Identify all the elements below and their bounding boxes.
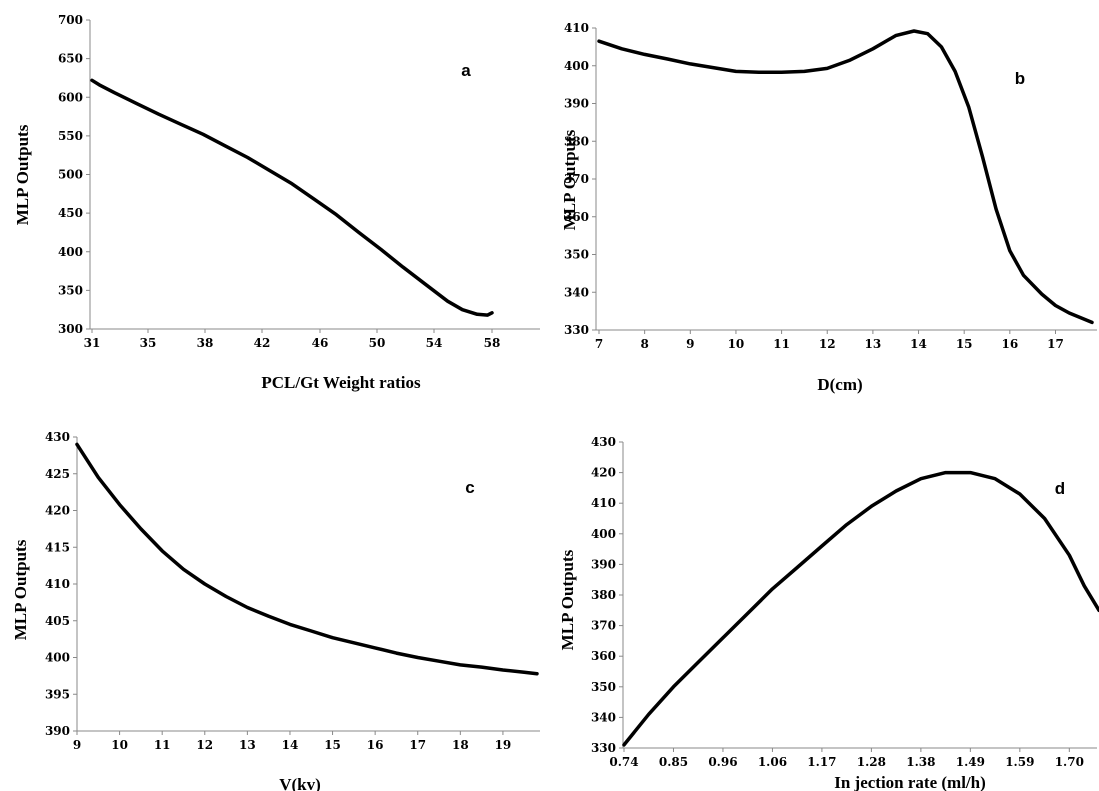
x-tick-label: 42 xyxy=(254,336,271,350)
y-tick-label: 425 xyxy=(45,467,70,481)
y-tick-label: 390 xyxy=(45,724,70,738)
y-tick-label: 410 xyxy=(591,496,616,510)
y-tick-label: 360 xyxy=(591,649,616,663)
y-tick-label: 300 xyxy=(58,322,83,336)
y-tick-label: 415 xyxy=(45,540,70,554)
y-tick-label: 360 xyxy=(564,210,589,224)
x-tick-label: 10 xyxy=(111,738,128,752)
y-tick-label: 380 xyxy=(564,134,589,148)
x-tick-label: 54 xyxy=(426,336,443,350)
y-tick-label: 350 xyxy=(591,680,616,694)
x-tick-label: 12 xyxy=(819,337,836,351)
x-tick-label: 8 xyxy=(640,337,648,351)
y-tick-label: 400 xyxy=(45,651,70,665)
x-tick-label: 15 xyxy=(324,738,341,752)
x-tick-label: 35 xyxy=(140,336,157,350)
series-line xyxy=(90,78,494,317)
x-tick-label: 13 xyxy=(865,337,882,351)
chart-panel-b: 330 340 350 360 370 380 390 400 410 7 8 9 10 11 12 13 14… xyxy=(560,21,1097,394)
y-tick-label: 370 xyxy=(591,619,616,633)
y-tick-label: 410 xyxy=(45,577,70,591)
y-axis-label: MLP Outputs xyxy=(13,124,32,225)
x-tick-label: 10 xyxy=(728,337,745,351)
x-tick-label: 1.70 xyxy=(1055,755,1084,769)
x-tick-label: 7 xyxy=(595,337,603,351)
x-tick-label: 1.28 xyxy=(857,755,886,769)
y-tick-label: 430 xyxy=(45,430,70,444)
y-tick-label: 330 xyxy=(591,741,616,755)
x-axis-label: PCL/Gt Weight ratios xyxy=(261,373,421,392)
x-tick-label: 1.17 xyxy=(807,755,836,769)
y-tick-label: 395 xyxy=(45,687,70,701)
x-tick-label: 11 xyxy=(773,337,790,351)
x-tick-label: 14 xyxy=(282,738,299,752)
y-tick-label: 700 xyxy=(58,13,83,27)
x-tick-label: 58 xyxy=(484,336,501,350)
x-tick-label: 13 xyxy=(239,738,256,752)
y-tick-label: 450 xyxy=(58,206,83,220)
y-tick-label: 550 xyxy=(58,129,83,143)
y-tick-label: 400 xyxy=(58,245,83,259)
x-tick-label: 9 xyxy=(686,337,694,351)
y-tick-label: 420 xyxy=(45,504,70,518)
x-tick-label: 1.06 xyxy=(758,755,787,769)
y-tick-label: 410 xyxy=(564,21,589,35)
x-tick-label: 31 xyxy=(84,336,101,350)
x-tick-label: 16 xyxy=(1001,337,1018,351)
x-tick-label: 15 xyxy=(956,337,973,351)
x-tick-label: 18 xyxy=(452,738,469,752)
x-tick-label: 19 xyxy=(495,738,512,752)
chart-panel-d: 330 340 350 360 370 380 390 400 410 420 430 0.74 0.8… xyxy=(558,435,1099,791)
y-tick-label: 380 xyxy=(591,588,616,602)
x-tick-label: 17 xyxy=(1047,337,1064,351)
y-tick-label: 370 xyxy=(564,172,589,186)
x-axis-label: In jection rate (ml/h) xyxy=(834,773,986,791)
x-axis-label: D(cm) xyxy=(817,375,862,394)
x-tick-label: 1.49 xyxy=(956,755,985,769)
x-tick-label: 12 xyxy=(196,738,213,752)
y-tick-label: 420 xyxy=(591,466,616,480)
series-line xyxy=(597,29,1094,325)
y-tick-label: 400 xyxy=(564,59,589,73)
x-axis-label: V(kv) xyxy=(279,775,321,791)
panel-label: a xyxy=(461,61,471,80)
series-line xyxy=(622,470,1099,747)
y-tick-label: 350 xyxy=(58,283,83,297)
x-tick-label: 9 xyxy=(73,738,81,752)
y-axis-label: MLP Outputs xyxy=(560,129,579,230)
y-tick-label: 350 xyxy=(564,248,589,262)
chart-panel-c: 390 395 400 405 410 415 420 425 430 9 10 11 12 13 14 15… xyxy=(11,430,540,791)
x-tick-label: 50 xyxy=(369,336,386,350)
x-tick-label: 11 xyxy=(154,738,171,752)
panel-label: c xyxy=(465,478,474,497)
x-tick-label: 46 xyxy=(312,336,329,350)
x-tick-label: 1.38 xyxy=(906,755,935,769)
y-tick-label: 390 xyxy=(591,557,616,571)
x-tick-label: 1.59 xyxy=(1005,755,1034,769)
series-line xyxy=(75,442,539,676)
x-tick-label: 0.74 xyxy=(609,755,638,769)
panel-label: b xyxy=(1015,69,1025,88)
x-tick-label: 17 xyxy=(409,738,426,752)
panel-label: d xyxy=(1055,479,1065,498)
y-axis-label: MLP Outputs xyxy=(11,539,30,640)
y-tick-label: 340 xyxy=(591,710,616,724)
y-tick-label: 340 xyxy=(564,285,589,299)
chart-panel-a: 300 350 400 450 500 550 600 650 700 31 35 38 42 46 50 5… xyxy=(13,13,540,392)
y-tick-label: 430 xyxy=(591,435,616,449)
y-tick-label: 330 xyxy=(564,323,589,337)
y-tick-label: 390 xyxy=(564,97,589,111)
y-tick-label: 405 xyxy=(45,614,70,628)
x-tick-label: 0.85 xyxy=(659,755,688,769)
y-tick-label: 500 xyxy=(58,168,83,182)
y-tick-label: 400 xyxy=(591,527,616,541)
y-tick-label: 650 xyxy=(58,52,83,66)
x-tick-label: 14 xyxy=(910,337,927,351)
x-tick-label: 16 xyxy=(367,738,384,752)
x-tick-label: 38 xyxy=(197,336,214,350)
y-axis-label: MLP Outputs xyxy=(558,549,577,650)
y-tick-label: 600 xyxy=(58,90,83,104)
x-tick-label: 0.96 xyxy=(708,755,737,769)
